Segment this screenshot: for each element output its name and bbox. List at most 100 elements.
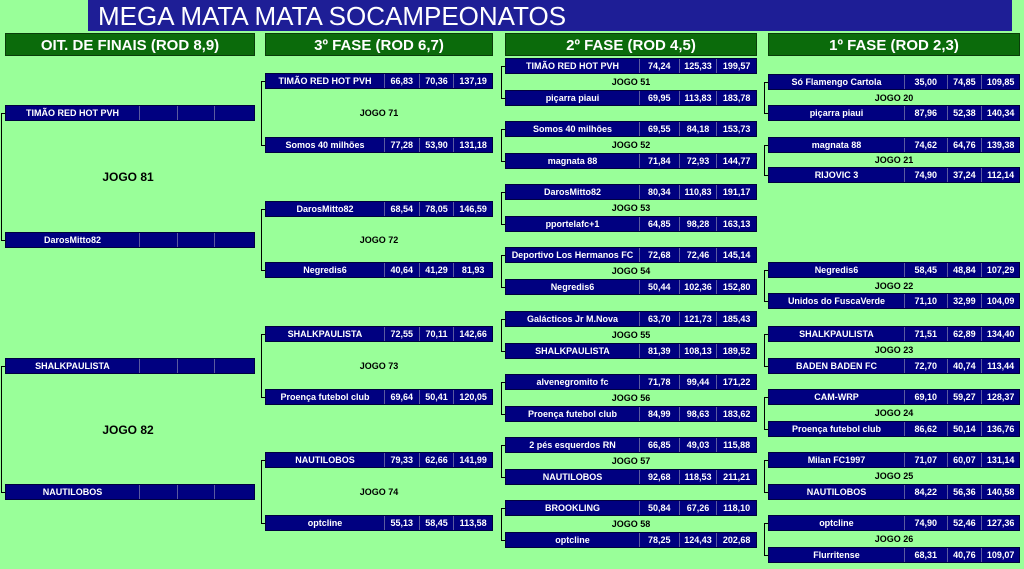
team-name: TIMÃO RED HOT PVH (266, 74, 385, 88)
score: 72,68 (640, 248, 680, 262)
connector (261, 270, 265, 271)
score: 48,84 (948, 263, 983, 277)
team-row: piçarra piaui 87,96 52,38 140,34 (768, 105, 1020, 121)
score: 163,13 (722, 219, 751, 229)
score: 131,18 (459, 140, 487, 150)
team-row: TIMÃO RED HOT PVH 74,24 125,33 199,57 (505, 58, 757, 74)
connector (501, 477, 505, 478)
score: 58,45 (905, 263, 948, 277)
score: 131,14 (986, 455, 1015, 465)
page-title: MEGA MATA MATA SOCAMPEONATOS (88, 0, 1012, 31)
team-row: BADEN BADEN FC 72,70 40,74 113,44 (768, 358, 1020, 374)
score: 102,36 (680, 280, 718, 294)
score: 84,22 (905, 485, 948, 499)
score: 145,14 (722, 250, 751, 260)
match-label: JOGO 53 (611, 203, 651, 213)
connector (261, 145, 265, 146)
score: 144,77 (722, 156, 751, 166)
team-name: Proença futebol club (506, 407, 640, 421)
team-name: Proença futebol club (266, 390, 385, 404)
score: 50,14 (948, 422, 983, 436)
score: 50,41 (420, 390, 455, 404)
score: 191,17 (722, 187, 751, 197)
score: 110,83 (680, 185, 718, 199)
empty-cell (215, 359, 254, 373)
team-row: NAUTILOBOS 92,68 118,53 211,21 (505, 469, 757, 485)
connector (764, 460, 765, 492)
team-name: Negredis6 (506, 280, 640, 294)
team-row: SHALKPAULISTA 72,55 70,11 142,66 (265, 326, 493, 342)
empty-cell (178, 233, 216, 247)
team-name: optcline (769, 516, 905, 530)
score: 98,28 (680, 217, 718, 231)
team-name: TIMÃO RED HOT PVH (506, 59, 640, 73)
score: 71,10 (905, 294, 948, 308)
match-label: JOGO 56 (611, 393, 651, 403)
match-label: JOGO 26 (874, 534, 914, 544)
connector (261, 209, 262, 270)
connector (764, 270, 768, 271)
score: 62,66 (420, 453, 455, 467)
empty-cell (215, 233, 254, 247)
match-label: JOGO 21 (874, 155, 914, 165)
score: 136,76 (986, 424, 1015, 434)
connector (501, 351, 505, 352)
connector (501, 508, 502, 540)
connector (501, 414, 505, 415)
score: 113,58 (459, 518, 487, 528)
team-name: SHALKPAULISTA (6, 359, 140, 373)
connector (764, 460, 768, 461)
connector (1, 366, 5, 367)
score: 79,33 (385, 453, 420, 467)
score: 69,95 (640, 91, 680, 105)
empty-cell (140, 106, 178, 120)
match-label: JOGO 54 (611, 266, 651, 276)
score: 211,21 (723, 472, 751, 482)
score: 118,10 (723, 503, 751, 513)
match-label: JOGO 24 (874, 408, 914, 418)
connector (261, 209, 265, 210)
score: 125,33 (680, 59, 718, 73)
score: 140,58 (986, 487, 1015, 497)
match-label: JOGO 25 (874, 471, 914, 481)
score: 72,55 (385, 327, 420, 341)
score: 68,31 (905, 548, 948, 562)
score: 84,18 (680, 122, 718, 136)
connector (1, 366, 2, 492)
round-header: 1º FASE (ROD 2,3) (768, 33, 1020, 56)
team-row: Unidos do FuscaVerde 71,10 32,99 104,09 (768, 293, 1020, 309)
score: 99,44 (680, 375, 718, 389)
connector (501, 98, 505, 99)
team-row: pportelafc+1 64,85 98,28 163,13 (505, 216, 757, 232)
connector (501, 224, 505, 225)
score: 62,89 (948, 327, 983, 341)
match-label: JOGO 51 (611, 77, 651, 87)
score: 35,00 (905, 75, 948, 89)
score: 72,93 (680, 154, 718, 168)
score: 52,46 (948, 516, 983, 530)
connector (764, 429, 768, 430)
score: 64,76 (948, 138, 983, 152)
empty-cell (178, 106, 216, 120)
empty-cell (140, 359, 178, 373)
score: 98,63 (680, 407, 718, 421)
team-row: magnata 88 71,84 72,93 144,77 (505, 153, 757, 169)
team-row: optcline 74,90 52,46 127,36 (768, 515, 1020, 531)
score: 78,25 (640, 533, 680, 547)
score: 108,13 (680, 344, 718, 358)
score: 84,99 (640, 407, 680, 421)
round-header: 2º FASE (ROD 4,5) (505, 33, 757, 56)
score: 113,83 (680, 91, 718, 105)
match-label: JOGO 23 (874, 345, 914, 355)
connector (1, 113, 5, 114)
score: 104,09 (986, 296, 1015, 306)
round-header: 3º FASE (ROD 6,7) (265, 33, 493, 56)
score: 118,53 (680, 470, 718, 484)
match-label: JOGO 22 (874, 281, 914, 291)
score: 67,26 (680, 501, 718, 515)
team-name: DarosMitto82 (266, 202, 385, 216)
score: 32,99 (948, 294, 983, 308)
connector (764, 82, 768, 83)
team-name: DarosMitto82 (506, 185, 640, 199)
connector (501, 382, 505, 383)
